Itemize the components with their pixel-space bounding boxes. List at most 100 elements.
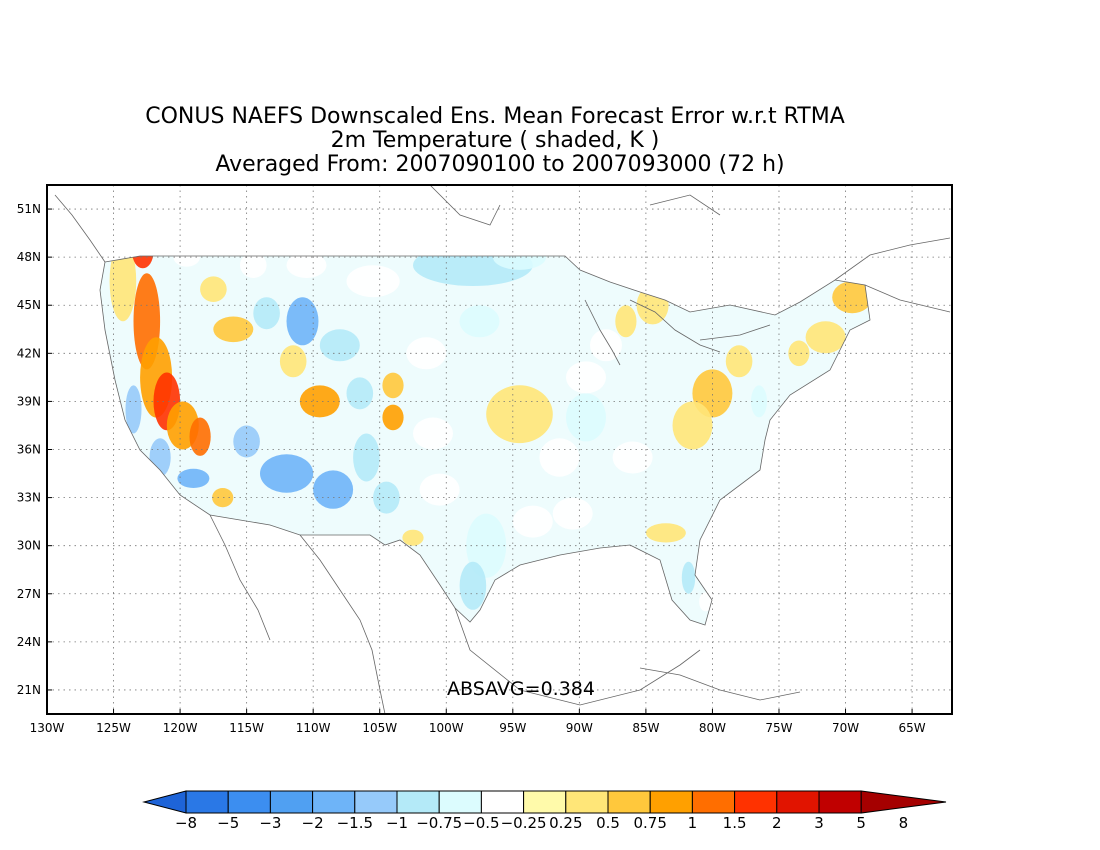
error-patch [200, 276, 227, 303]
hudson-bay-coast [429, 185, 721, 226]
colorbar-label: 0.75 [633, 814, 666, 832]
error-patch [725, 345, 753, 378]
lat-tick-label: 39N [17, 394, 41, 408]
error-patch [260, 454, 314, 493]
colorbar-segment [691, 790, 736, 814]
lon-tick-label: 130W [30, 721, 65, 735]
colorbar-segment [312, 790, 356, 814]
error-patch [233, 425, 260, 458]
colorbar-label: 3 [814, 814, 824, 832]
colorbar-label: −2 [302, 814, 324, 832]
map-gridlines [47, 185, 952, 714]
colorbar-segment [354, 790, 398, 814]
error-patch [213, 316, 254, 343]
error-patch [486, 385, 553, 444]
error-patch [402, 529, 424, 546]
lon-tick-label: 115W [229, 721, 264, 735]
colorbar-segment [185, 790, 229, 814]
colorbar-segment [269, 790, 314, 814]
error-patch [253, 297, 280, 330]
colorbar-segment [734, 790, 778, 814]
colorbar-segment [438, 790, 482, 814]
axis-tick-labels: 130W 125W 120W 115W 110W 105W 100W 95W 90W 85W 80W… [17, 202, 926, 735]
error-patch [566, 361, 606, 394]
error-patch [552, 497, 593, 530]
error-patch [132, 256, 154, 269]
lon-tick-label: 125W [96, 721, 131, 735]
error-patch [240, 256, 267, 279]
error-patch [539, 438, 580, 477]
lon-tick-label: 95W [499, 721, 526, 735]
colorbar-segment [776, 790, 820, 814]
error-patch [512, 505, 553, 538]
lon-tick-label: 65W [899, 721, 926, 735]
error-patch [286, 297, 319, 346]
error-patch [751, 385, 767, 418]
lat-tick-label: 48N [17, 250, 41, 264]
colorbar-label: 8 [899, 814, 909, 832]
error-patch [672, 401, 713, 450]
error-patch [313, 470, 354, 509]
colorbar-max-arrow [860, 790, 947, 814]
error-patch [125, 385, 142, 434]
mexico-coast [299, 534, 386, 714]
lat-tick-label: 36N [17, 443, 41, 457]
colorbar-label: −3 [259, 814, 281, 832]
lon-tick-label: 75W [765, 721, 792, 735]
error-patch [612, 441, 653, 474]
canada-west-coast [54, 194, 106, 263]
error-patch [805, 321, 846, 354]
absavg-label: ABSAVG=0.384 [447, 678, 595, 700]
error-patch [681, 561, 696, 594]
title-line-1: CONUS NAEFS Downscaled Ens. Mean Forecas… [145, 104, 845, 129]
error-patch [286, 256, 327, 279]
lat-tick-label: 27N [17, 587, 41, 601]
gulf-mexico-coast [454, 607, 701, 706]
lat-tick-label: 51N [17, 202, 41, 216]
lon-tick-label: 80W [699, 721, 726, 735]
error-patch [459, 561, 487, 610]
canada-east-coast [834, 237, 951, 313]
lon-tick-label: 85W [632, 721, 659, 735]
lon-tick-label: 100W [429, 721, 464, 735]
colorbar-label: 1.5 [723, 814, 747, 832]
colorbar-label: 0.5 [596, 814, 620, 832]
error-patch [788, 340, 810, 367]
error-patch [590, 329, 622, 362]
error-patch [492, 256, 547, 270]
lon-tick-label: 90W [566, 721, 593, 735]
error-patch [346, 265, 400, 298]
lat-tick-label: 24N [17, 635, 41, 649]
error-patch [615, 305, 637, 338]
error-patch [177, 468, 210, 488]
error-patch [566, 393, 606, 442]
lat-tick-label: 30N [17, 539, 41, 553]
colorbar-label: −0.5 [463, 814, 499, 832]
error-patch [173, 256, 200, 267]
colorbar-segment [396, 790, 440, 814]
lon-tick-label: 105W [362, 721, 397, 735]
error-patch [645, 523, 686, 543]
error-patch [279, 345, 307, 378]
error-patch [459, 305, 500, 338]
error-patch [406, 337, 447, 370]
error-patch [373, 481, 400, 514]
lon-tick-label: 110W [296, 721, 331, 735]
error-patch [413, 256, 533, 287]
lon-tick-label: 120W [163, 721, 198, 735]
error-patch [299, 385, 340, 418]
lat-tick-label: 33N [17, 491, 41, 505]
colorbar-segment [565, 790, 609, 814]
lat-tick-label: 42N [17, 346, 41, 360]
colorbar-segment [523, 790, 567, 814]
error-patch [109, 256, 137, 322]
error-patch [382, 404, 404, 431]
error-patch [212, 488, 234, 508]
colorbar-segment [227, 790, 271, 814]
colorbar-label: −5 [217, 814, 239, 832]
lon-tick-label: 70W [832, 721, 859, 735]
error-patch [189, 417, 211, 456]
error-patch [413, 417, 453, 450]
error-patch [699, 592, 713, 612]
colorbar-label: −8 [175, 814, 197, 832]
